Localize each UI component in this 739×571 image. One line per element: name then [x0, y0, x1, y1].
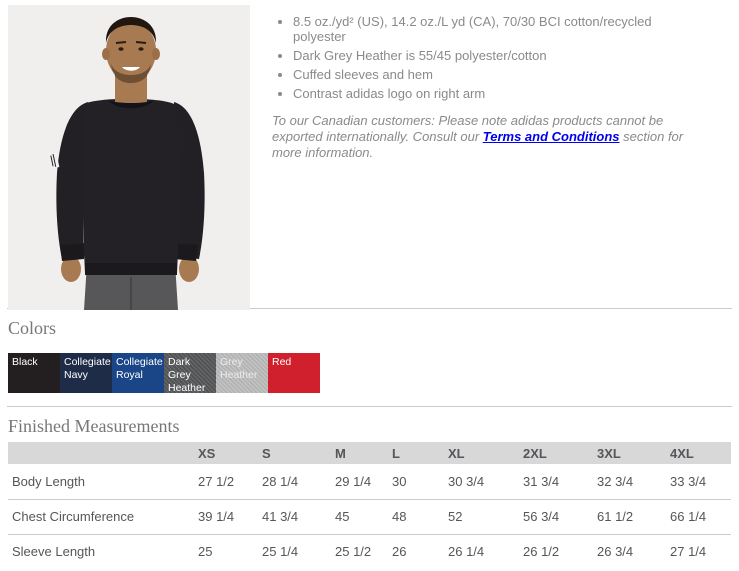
measurement-value: 29 1/4 [335, 473, 372, 489]
measurement-value: 27 1/4 [670, 544, 707, 560]
size-header-blank [8, 442, 194, 464]
measurement-value: 48 [392, 509, 407, 524]
measurement-value: 25 [198, 544, 213, 560]
measurement-value: 56 3/4 [523, 509, 560, 524]
product-bullet: Cuffed sleeves and hem [293, 67, 656, 82]
size-column-header-2xl: 2XL [519, 442, 593, 464]
measurement-value: 25 1/2 [335, 544, 372, 560]
size-column-header-m: M [331, 442, 388, 464]
color-swatch-black[interactable]: Black [8, 353, 60, 393]
sleeve-logo [48, 152, 60, 169]
size-column-header-3xl: 3XL [593, 442, 666, 464]
product-bullet: Dark Grey Heather is 55/45 polyester/cot… [293, 48, 656, 63]
size-column-header-xs: XS [194, 442, 258, 464]
note-text-before: To our Canadian customers: Please note a… [272, 113, 664, 144]
size-column-header-xl: XL [444, 442, 519, 464]
measurement-value: 39 1/4 [198, 509, 235, 524]
measurement-row: Chest Circumference 39 1/4 41 3/4 45 48 52 56 … [8, 499, 731, 534]
canadian-customers-note: To our Canadian customers: Please note a… [272, 113, 700, 161]
size-column-header-s: S [258, 442, 331, 464]
product-details: 8.5 oz./yd² (US), 14.2 oz./L yd (CA), 70… [272, 5, 708, 308]
measurement-value: 31 3/4 [523, 473, 560, 489]
product-bullets: 8.5 oz./yd² (US), 14.2 oz./L yd (CA), 70… [272, 14, 656, 101]
note-text-after: section for more information. [272, 129, 684, 160]
measurement-value: 26 1/4 [448, 544, 485, 560]
measurement-row-label: Chest Circumference [12, 509, 135, 524]
color-swatch-collegiate-royal[interactable]: Collegiate Royal [112, 353, 164, 393]
measurement-row-label: Body Length [12, 473, 86, 489]
measurement-value: 30 3/4 [448, 473, 485, 489]
measurement-value: 41 3/4 [262, 509, 299, 524]
product-section: 8.5 oz./yd² (US), 14.2 oz./L yd (CA), 70… [0, 0, 739, 308]
size-column-header-l: L [388, 442, 444, 464]
divider-top [7, 308, 732, 309]
measurement-row-label: Sleeve Length [12, 544, 96, 560]
color-swatch-red[interactable]: Red [268, 353, 320, 393]
color-swatches: Black Collegiate Navy Collegiate Royal Dark… [8, 353, 731, 393]
measurements-heading: Finished Measurements [8, 416, 180, 436]
measurement-value: 52 [448, 509, 463, 524]
measurement-value: 25 1/4 [262, 544, 299, 560]
measurement-value: 26 3/4 [597, 544, 634, 560]
measurements-table: XS S M L XL 2XL 3XL 4XL Body Length 27 1/2 28 1/4… [8, 442, 731, 569]
divider-middle [7, 406, 732, 407]
measurement-row: Sleeve Length 25 25 1/4 25 1/2 26 26 1/4 26 1/… [8, 534, 731, 569]
measurements-body: Body Length 27 1/2 28 1/4 29 1/4 30 30 3/4 31 … [8, 464, 731, 569]
measurement-value: 32 3/4 [597, 473, 634, 489]
measurement-value: 30 [392, 473, 407, 489]
size-column-header-4xl: 4XL [666, 442, 731, 464]
terms-and-conditions-link[interactable]: Terms and Conditions [482, 129, 620, 144]
product-bullet: Contrast adidas logo on right arm [293, 86, 656, 101]
measurement-value: 28 1/4 [262, 473, 299, 489]
product-photo [8, 5, 250, 310]
product-photo-illustration [8, 5, 250, 310]
product-bullet: 8.5 oz./yd² (US), 14.2 oz./L yd (CA), 70… [293, 14, 656, 44]
measurement-value: 26 [392, 544, 407, 560]
size-header-row: XS S M L XL 2XL 3XL 4XL [8, 442, 731, 464]
measurement-value: 33 3/4 [670, 473, 707, 489]
measurement-value: 66 1/4 [670, 509, 707, 524]
color-swatch-dark-grey-heather[interactable]: Dark Grey Heather [164, 353, 216, 393]
colors-heading: Colors [8, 318, 57, 338]
color-swatch-grey-heather[interactable]: Grey Heather [216, 353, 268, 393]
measurement-value: 27 1/2 [198, 473, 235, 489]
measurement-value: 26 1/2 [523, 544, 560, 560]
measurement-value: 61 1/2 [597, 509, 634, 524]
color-swatch-collegiate-navy[interactable]: Collegiate Navy [60, 353, 112, 393]
measurement-value: 45 [335, 509, 350, 524]
measurement-row: Body Length 27 1/2 28 1/4 29 1/4 30 30 3/4 31 … [8, 464, 731, 499]
